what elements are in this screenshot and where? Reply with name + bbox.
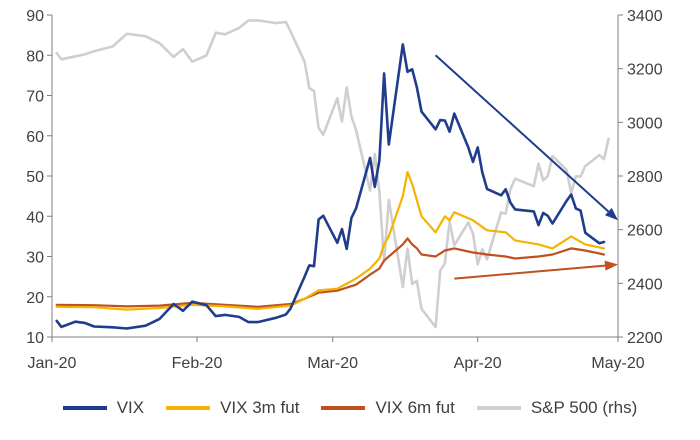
legend-label-vix: VIX (116, 398, 145, 417)
trend-arrowhead-orange (604, 260, 618, 271)
y-left-tick-label: 20 (26, 290, 44, 307)
legend-label-vix-6m: VIX 6m fut (375, 398, 455, 417)
x-tick-label: May-20 (591, 355, 644, 372)
y-left-tick-label: 40 (26, 209, 44, 226)
y-right-tick-label: 3000 (627, 115, 663, 132)
legend-item-vix: VIX (62, 398, 145, 418)
legend-swatch-vix-3m (166, 406, 211, 410)
y-right-tick-label: 3200 (627, 62, 663, 79)
legend-item-sp500: S&P 500 (rhs) (476, 398, 638, 418)
y-right-tick-label: 2200 (627, 330, 663, 347)
y-right-tick-label: 3400 (627, 8, 663, 25)
legend-swatch-vix (62, 406, 107, 410)
y-left-tick-label: 60 (26, 129, 44, 146)
legend-swatch-vix-6m (321, 406, 366, 410)
legend-swatch-sp500 (476, 406, 521, 410)
series-line-vix-3m (55, 170, 606, 311)
legend: VIX VIX 3m fut VIX 6m fut S&P 500 (rhs) (0, 398, 700, 418)
x-tick-label: Mar-20 (307, 355, 358, 372)
trend-arrow-orange (454, 264, 606, 280)
y-right-tick-label: 2600 (627, 223, 663, 240)
series-line-sp500 (55, 19, 610, 329)
series-line-vix-6m (55, 237, 606, 308)
y-left-tick-label: 70 (26, 89, 44, 106)
legend-label-sp500: S&P 500 (rhs) (530, 398, 638, 417)
y-right-tick-label: 2800 (627, 169, 663, 186)
legend-item-vix-3m: VIX 3m fut (166, 398, 299, 418)
y-right-tick-label: 2400 (627, 276, 663, 293)
legend-label-vix-3m: VIX 3m fut (220, 398, 300, 417)
trend-arrow-blue (434, 54, 610, 213)
series-line-vix (55, 43, 606, 330)
y-left-tick-label: 80 (26, 48, 44, 65)
y-left-tick-label: 30 (26, 250, 44, 267)
y-left-tick-label: 50 (26, 169, 44, 186)
x-tick-label: Feb-20 (172, 355, 223, 372)
x-tick-label: Jan-20 (28, 355, 77, 372)
trend-arrowhead-blue (605, 207, 618, 221)
y-left-tick-label: 90 (26, 8, 44, 25)
y-left-tick-label: 10 (26, 330, 44, 347)
x-tick-label: Apr-20 (454, 355, 502, 372)
legend-item-vix-6m: VIX 6m fut (321, 398, 455, 418)
